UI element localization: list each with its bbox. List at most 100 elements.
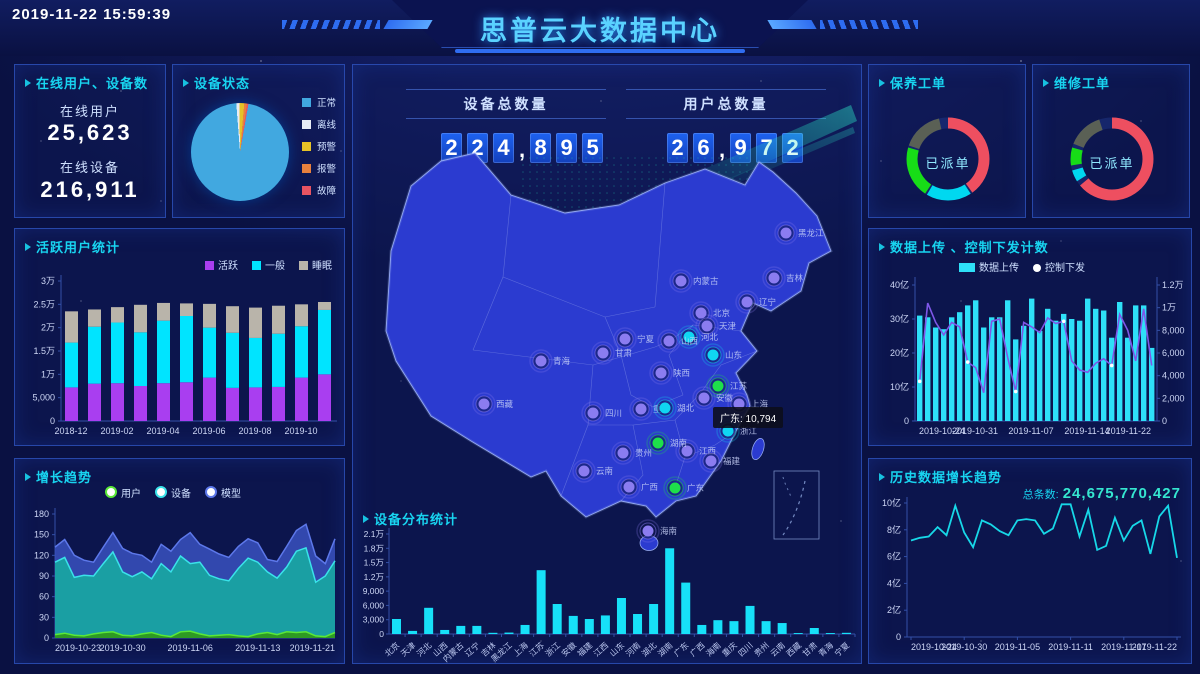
panel-title-icon (1043, 78, 1049, 87)
online-devices-label: 在线设备 (59, 160, 120, 175)
map-marker[interactable]: 海南 (636, 519, 677, 543)
map-marker[interactable]: 天津 (695, 314, 737, 338)
map-marker[interactable]: 安徽 (692, 386, 734, 410)
svg-text:0: 0 (50, 416, 55, 426)
svg-text:河北: 河北 (701, 332, 719, 342)
svg-text:2,000: 2,000 (1162, 393, 1185, 403)
legend-item[interactable]: 故障 (301, 183, 336, 197)
legend-item[interactable]: 睡眠 (299, 257, 332, 272)
svg-text:3万: 3万 (41, 276, 55, 286)
map-marker[interactable]: 广西 (617, 475, 658, 499)
svg-text:福建: 福建 (723, 456, 741, 466)
svg-text:2018-12: 2018-12 (54, 426, 87, 436)
map-marker[interactable]: 青海 (529, 349, 571, 373)
svg-text:150: 150 (34, 530, 49, 540)
upload-chart[interactable]: 0 10亿 20亿 30亿 40亿 0 2,000 4,000 6,000 8,000 1万 1.2万… (869, 229, 1193, 447)
legend-item[interactable]: 数据上传 (959, 259, 1019, 274)
map-marker[interactable]: 陕西 (649, 361, 690, 385)
map-marker[interactable]: 河北 (677, 325, 719, 349)
svg-text:2019-10-30: 2019-10-30 (100, 643, 146, 653)
svg-text:2019-02: 2019-02 (100, 426, 133, 436)
map-marker[interactable]: 甘肃 (591, 341, 633, 365)
svg-text:180: 180 (34, 509, 49, 519)
svg-text:广西: 广西 (641, 482, 658, 492)
maintenance-donut[interactable] (869, 65, 1027, 219)
legend-item[interactable]: 用户 (105, 485, 141, 500)
legend-item[interactable]: 报警 (301, 161, 336, 175)
map-marker[interactable]: 湖南 (646, 431, 687, 455)
panel-title-icon (25, 242, 31, 251)
svg-text:湖南: 湖南 (656, 640, 675, 658)
map-marker[interactable]: 四川 (581, 401, 622, 425)
svg-text:0: 0 (904, 416, 909, 426)
svg-text:河南: 河南 (624, 640, 643, 658)
map-tooltip: 广东: 10,794 (713, 407, 784, 428)
map-marker[interactable]: 西藏 (472, 392, 514, 416)
legend-item[interactable]: 活跃 (205, 257, 238, 272)
svg-text:四川: 四川 (605, 408, 622, 418)
map-marker[interactable]: 辽宁 (735, 290, 776, 314)
svg-text:山东: 山东 (607, 640, 626, 658)
growth-legend: 用户 设备 模型 (105, 485, 241, 500)
svg-text:湖北: 湖北 (640, 641, 658, 659)
legend-item[interactable]: 控制下发 (1033, 259, 1085, 274)
map-marker[interactable]: 贵州 (611, 441, 652, 465)
svg-text:四川: 四川 (737, 641, 755, 659)
svg-text:贵州: 贵州 (752, 640, 771, 658)
map-marker[interactable]: 湖北 (653, 396, 695, 420)
map-marker[interactable]: 黑龙江 (774, 221, 824, 245)
device-status-pie[interactable] (191, 103, 289, 201)
svg-text:2亿: 2亿 (887, 604, 901, 615)
map-marker[interactable]: 内蒙古 (669, 269, 719, 293)
legend-item[interactable]: 正常 (301, 95, 336, 109)
digit-box: 8 (530, 133, 552, 163)
svg-text:2019-08: 2019-08 (238, 426, 271, 436)
svg-text:福建: 福建 (575, 640, 594, 658)
legend-item[interactable]: 模型 (205, 485, 241, 500)
panel-title-icon (363, 514, 369, 523)
svg-text:2019-11-17: 2019-11-17 (1101, 642, 1146, 652)
legend-item[interactable]: 设备 (155, 485, 191, 500)
legend-swatch (301, 97, 311, 107)
map-marker[interactable]: 福建 (699, 449, 741, 473)
distribution-chart[interactable]: 03,0006,0009,0001.2万1.5万1.8万2.1万北京天津河北山西… (355, 520, 861, 664)
svg-text:甘肃: 甘肃 (615, 348, 633, 358)
timestamp: 2019-11-22 15:59:39 (12, 6, 172, 23)
panel-device-status: 设备状态 正常 离线 预警 报警 故障 (172, 64, 345, 218)
map-marker[interactable]: 吉林 (762, 266, 804, 290)
repair-donut[interactable] (1033, 65, 1191, 219)
map-marker[interactable]: 云南 (572, 459, 613, 483)
panel-title-icon (183, 78, 189, 87)
svg-text:山东: 山东 (725, 350, 742, 360)
map-marker[interactable]: 江苏 (706, 374, 748, 398)
legend-item[interactable]: 一般 (252, 257, 285, 272)
svg-text:上海: 上海 (511, 640, 530, 658)
map-marker[interactable]: 广东 (663, 476, 704, 500)
active-users-chart[interactable]: 0 5,000 1万 1.5万 2万 2.5万 3万 2018-12 2019-02 2019-0… (15, 229, 346, 447)
svg-text:山西: 山西 (681, 336, 698, 346)
svg-text:西藏: 西藏 (496, 399, 514, 409)
svg-text:宁夏: 宁夏 (832, 640, 851, 658)
panel-title-icon (879, 472, 885, 481)
svg-text:宁夏: 宁夏 (637, 334, 655, 344)
device-status-legend: 正常离线预警报警故障 (301, 87, 336, 205)
legend-item[interactable]: 预警 (301, 139, 336, 153)
svg-text:2019-10-31: 2019-10-31 (952, 426, 998, 436)
legend-item[interactable]: 离线 (301, 117, 336, 131)
svg-text:江西: 江西 (592, 641, 610, 659)
svg-text:1.5万: 1.5万 (33, 346, 55, 356)
svg-text:2019-10-24: 2019-10-24 (919, 426, 965, 436)
distribution-title: 设备分布统计 (374, 512, 459, 527)
svg-text:6,000: 6,000 (1162, 348, 1185, 358)
svg-text:广东: 广东 (672, 640, 691, 658)
map-marker[interactable]: 江西 (675, 439, 716, 463)
panel-repair: 维修工单 已派单 (1032, 64, 1190, 218)
map-marker[interactable]: 宁夏 (613, 327, 655, 351)
svg-text:0: 0 (1162, 416, 1167, 426)
map-marker[interactable]: 山东 (701, 343, 742, 367)
map-marker[interactable]: 山西 (657, 329, 698, 353)
svg-text:青海: 青海 (553, 356, 571, 366)
panel-center: 设备总数量 用户总数量 224,895 26,972 黑龙江吉林辽宁内蒙古北京天… (352, 64, 862, 664)
